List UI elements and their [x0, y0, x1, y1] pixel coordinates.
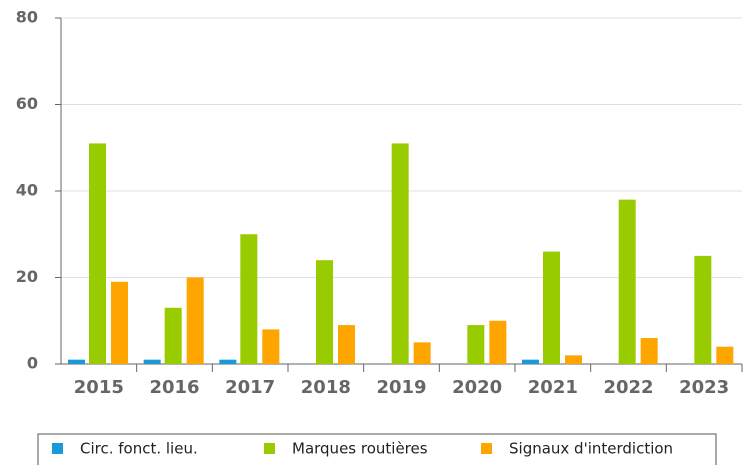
legend-marker: [52, 443, 63, 454]
bar: [111, 281, 128, 364]
legend-label: Circ. fonct. lieu.: [80, 440, 198, 458]
legend-label: Marques routières: [292, 440, 428, 458]
bar: [716, 346, 734, 364]
legend-marker: [481, 443, 492, 454]
bar: [618, 199, 636, 364]
bar: [391, 143, 409, 364]
bar: [68, 359, 85, 364]
bar: [219, 359, 237, 364]
legend-marker: [264, 443, 275, 454]
x-tick-label: 2023: [679, 377, 729, 398]
x-tick-label: 2018: [301, 377, 351, 398]
bar: [262, 329, 280, 364]
x-tick-label: 2016: [149, 377, 199, 398]
y-tick-label: 20: [16, 267, 38, 286]
legend-box: [37, 433, 717, 465]
y-tick-label: 40: [16, 181, 38, 200]
legend-label: Signaux d'interdiction: [509, 440, 673, 458]
bar: [186, 277, 204, 364]
x-tick-label: 2019: [376, 377, 426, 398]
bar: [413, 342, 431, 364]
y-tick-label: 80: [16, 8, 38, 27]
bar: [694, 255, 712, 364]
y-tick-label: 60: [16, 94, 38, 113]
bar: [89, 143, 106, 364]
x-tick-label: 2021: [528, 377, 578, 398]
bar: [316, 260, 333, 364]
bar: [164, 307, 182, 364]
x-tick-label: 2017: [225, 377, 275, 398]
bar: [467, 325, 485, 364]
bar: [489, 320, 507, 364]
bar: [565, 355, 582, 364]
bar: [543, 251, 560, 364]
x-tick-label: 2015: [74, 377, 124, 398]
x-tick-label: 2020: [452, 377, 502, 398]
bar: [240, 234, 258, 364]
bar: [522, 359, 539, 364]
y-tick-label: 0: [27, 354, 38, 373]
bar: [640, 338, 658, 364]
x-tick-label: 2022: [603, 377, 653, 398]
bar: [143, 359, 161, 364]
bar: [338, 325, 355, 364]
